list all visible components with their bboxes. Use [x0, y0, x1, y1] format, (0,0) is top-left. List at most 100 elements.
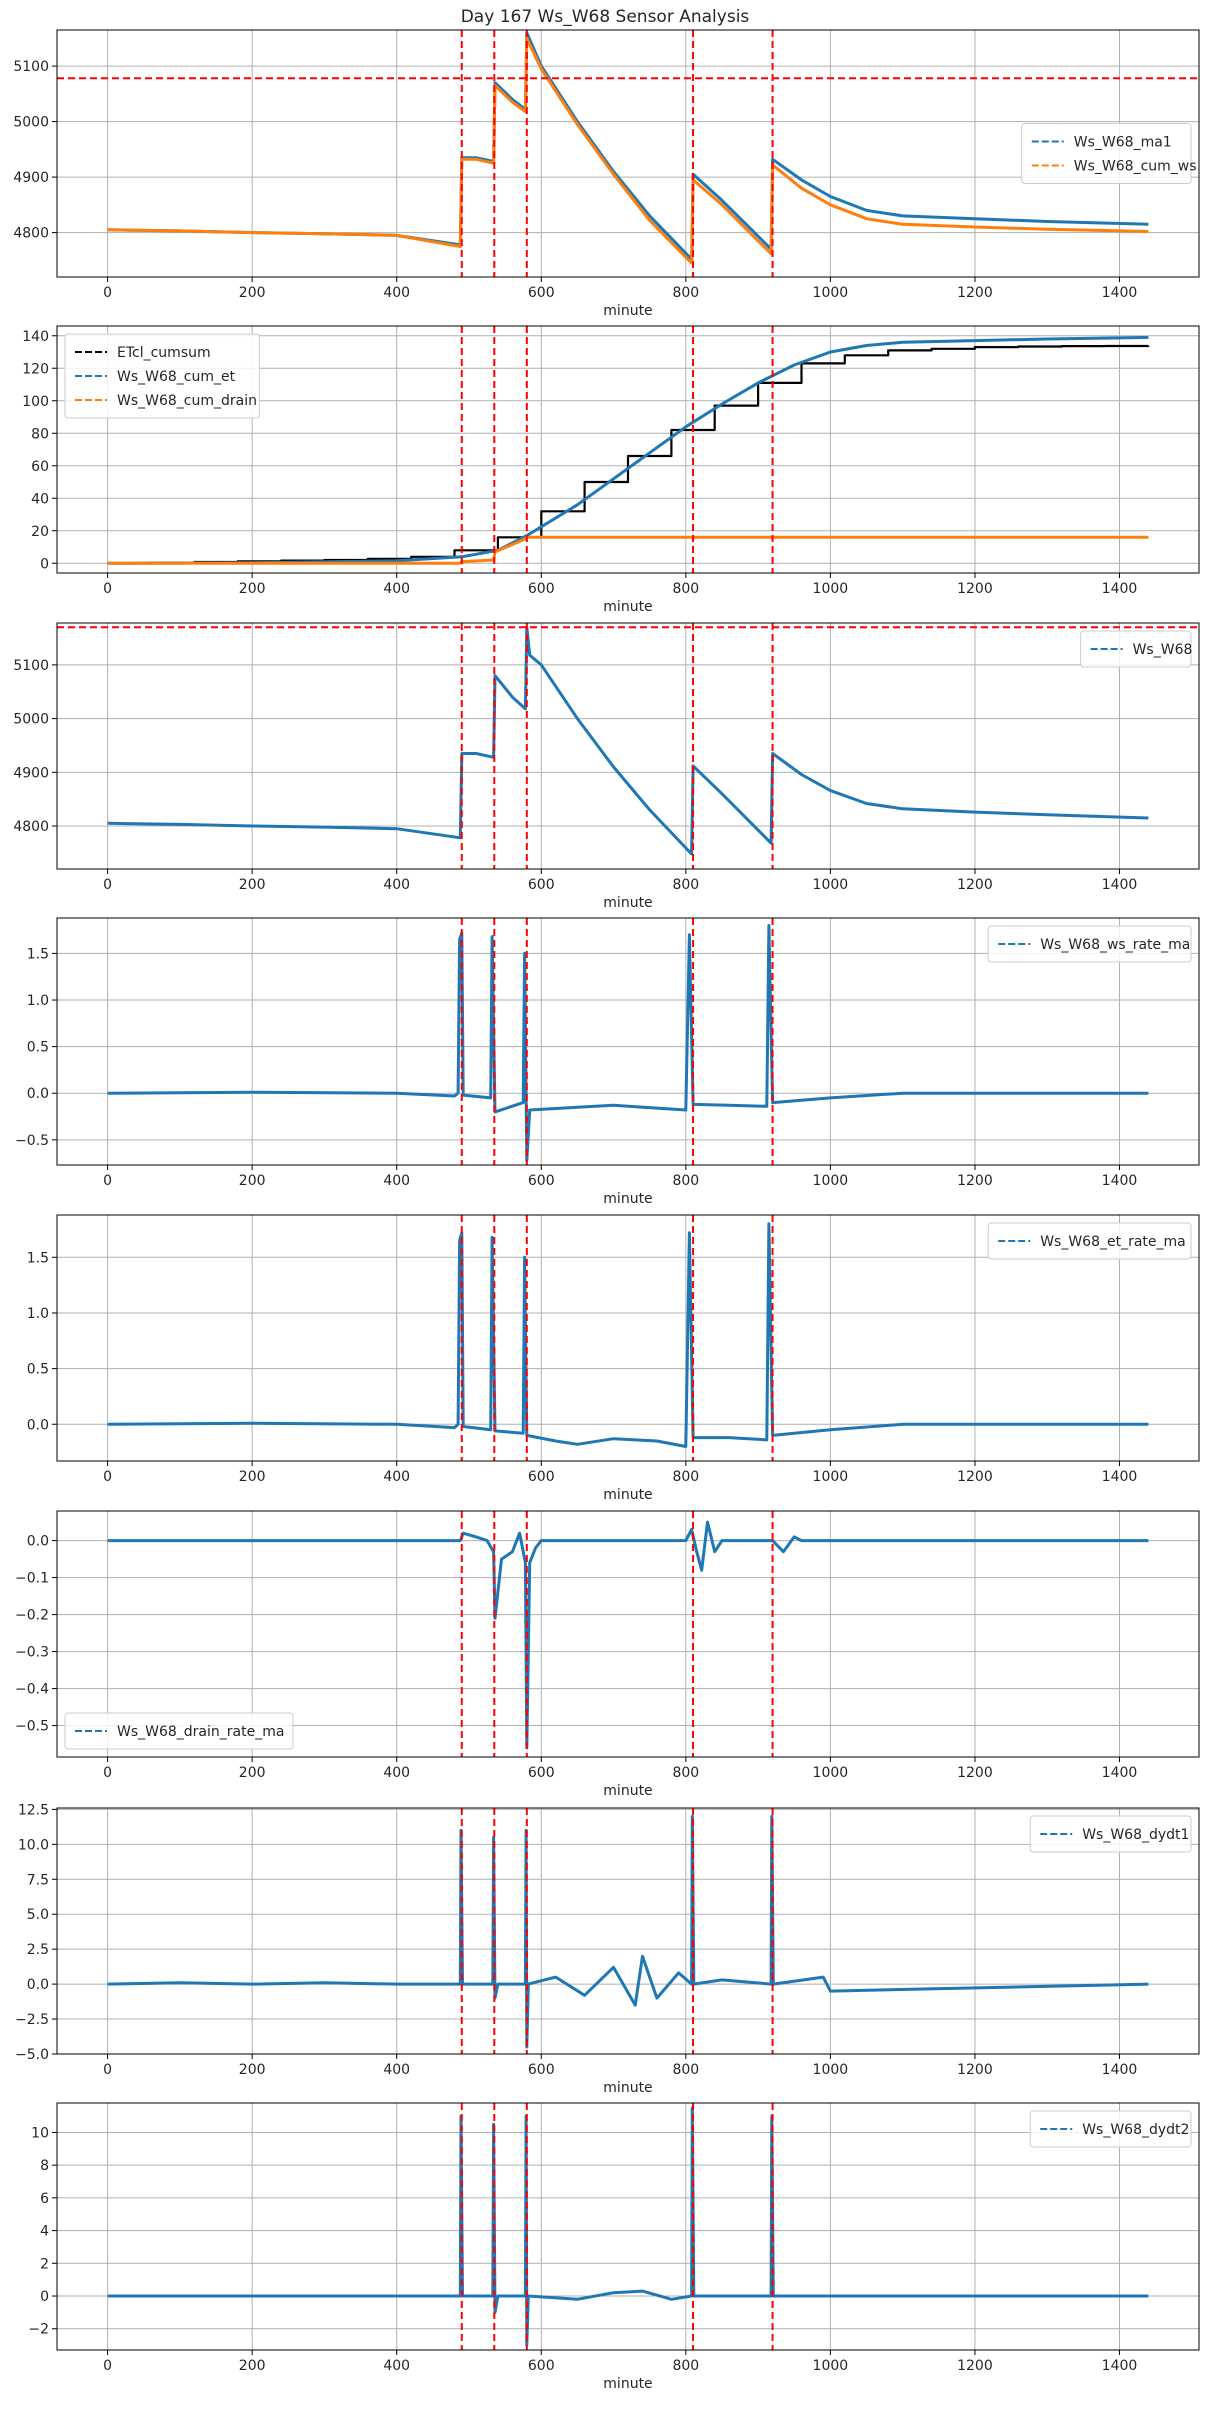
x-tick-label: 400: [383, 1173, 410, 1189]
y-tick-label: −0.5: [15, 1133, 49, 1149]
legend-label: Ws_W68_ma1: [1074, 135, 1172, 151]
y-tick-label: 1.5: [27, 1250, 49, 1266]
y-tick-label: −0.2: [15, 1608, 49, 1624]
x-tick-label: 400: [383, 2062, 410, 2078]
x-tick-label: 800: [672, 581, 699, 597]
legend: Ws_W68_dydt1: [1029, 1815, 1192, 1853]
x-tick-label: 600: [528, 1469, 555, 1485]
legend: ETcl_cumsum Ws_W68_cum_et Ws_W68_cum_drain: [64, 333, 260, 419]
x-tick-label: 1200: [957, 877, 993, 893]
y-tick-label: 4: [40, 2224, 49, 2240]
axes-frame: [56, 29, 1200, 278]
x-axis-label: minute: [603, 1487, 652, 1503]
x-tick-label: 600: [528, 581, 555, 597]
legend: Ws_W68_et_rate_ma: [987, 1222, 1192, 1260]
legend-label: Ws_W68_dydt2: [1082, 2122, 1189, 2138]
subplot-2: 0 200 400 600 800 1000 1200 1400 0 20 40 60 80 100 120…: [22, 325, 1200, 615]
plot-area: [107, 1511, 1149, 1757]
x-tick-label: 800: [672, 1469, 699, 1485]
y-tick-label: 20: [31, 524, 49, 540]
legend-box: [1029, 1815, 1192, 1853]
x-tick-label: 800: [672, 1765, 699, 1781]
x-tick-label: 600: [528, 285, 555, 301]
x-axis-label: minute: [603, 1191, 652, 1207]
subplot-4: 0 200 400 600 800 1000 1200 1400 −0.5 0.0 0.5 1.0 1.…: [15, 917, 1200, 1207]
axes-frame: [56, 1510, 1200, 1758]
x-tick-label: 800: [672, 285, 699, 301]
x-tick-label: 200: [239, 877, 266, 893]
x-axis-label: minute: [603, 895, 652, 911]
x-tick-label: 1000: [813, 1765, 849, 1781]
legend-box: [1021, 123, 1192, 184]
x-axis-label: minute: [603, 1783, 652, 1799]
y-tick-label: 4800: [13, 226, 49, 242]
subplot-1: 0 200 400 600 800 1000 1200 1400 4800 4900 5000 510…: [13, 29, 1200, 319]
legend-box: [1080, 630, 1192, 668]
legend-box: [987, 925, 1192, 963]
x-tick-label: 800: [672, 877, 699, 893]
axes-frame: [56, 2102, 1200, 2351]
y-tick-label: 140: [22, 329, 49, 345]
y-tick-label: 7.5: [27, 1872, 49, 1888]
x-tick-label: 0: [103, 1173, 112, 1189]
x-tick-label: 400: [383, 581, 410, 597]
y-tick-label: 1.5: [27, 946, 49, 962]
subplot-3: 0 200 400 600 800 1000 1200 1400 4800 4900 5000 510…: [13, 622, 1200, 911]
series-line-Ws_W68_et_rate_ma: [107, 1222, 1149, 1448]
subplot-6: 0 200 400 600 800 1000 1200 1400 −0.5 −0.4 −0.3 −0.…: [15, 1510, 1200, 1799]
x-tick-label: 1000: [813, 1469, 849, 1485]
legend: Ws_W68_dydt2: [1029, 2110, 1192, 2148]
x-tick-label: 200: [239, 1173, 266, 1189]
x-axis-label: minute: [603, 599, 652, 615]
legend-label: Ws_W68_cum_drain: [117, 393, 257, 409]
series-line-ETcl_cumsum: [107, 344, 1150, 565]
y-tick-label: 5.0: [27, 1907, 49, 1923]
x-tick-label: 1400: [1102, 285, 1138, 301]
x-tick-label: 1400: [1102, 2062, 1138, 2078]
y-tick-label: 5000: [13, 115, 49, 131]
plot-area: [107, 1215, 1149, 1461]
axes-frame: [56, 325, 1200, 574]
y-tick-label: 12.5: [18, 1802, 49, 1818]
series-line-Ws_W68_ws_rate_ma: [107, 924, 1149, 1162]
subplots: 0 200 400 600 800 1000 1200 1400480049005000510…: [13, 29, 1200, 2392]
x-tick-label: 1400: [1102, 1765, 1138, 1781]
x-tick-label: 200: [239, 1765, 266, 1781]
x-tick-label: 0: [103, 877, 112, 893]
x-tick-label: 600: [528, 2358, 555, 2374]
y-tick-label: 5100: [13, 658, 49, 674]
x-tick-label: 0: [103, 285, 112, 301]
y-tick-label: 4800: [13, 819, 49, 835]
legend-box: [64, 333, 260, 419]
y-tick-label: 10.0: [18, 1837, 49, 1853]
x-axis-label: minute: [603, 2080, 652, 2096]
x-tick-label: 600: [528, 877, 555, 893]
y-tick-label: −0.3: [15, 1645, 49, 1661]
x-tick-label: 800: [672, 2358, 699, 2374]
y-tick-label: 0.5: [27, 1040, 49, 1056]
legend-label: Ws_W68_ws_rate_ma: [1040, 937, 1190, 953]
x-tick-label: 400: [383, 1469, 410, 1485]
x-tick-label: 400: [383, 877, 410, 893]
legend-box: [1029, 2110, 1192, 2148]
x-tick-label: 1000: [813, 2358, 849, 2374]
x-tick-label: 0: [103, 2358, 112, 2374]
x-tick-label: 1400: [1102, 1173, 1138, 1189]
x-tick-label: 1000: [813, 285, 849, 301]
legend-label: ETcl_cumsum: [117, 345, 211, 361]
x-tick-label: 0: [103, 2062, 112, 2078]
plot-area: [57, 623, 1199, 869]
x-tick-label: 0: [103, 1469, 112, 1485]
legend: Ws_W68_ma1 Ws_W68_cum_ws: [1021, 123, 1197, 184]
x-tick-label: 1000: [813, 581, 849, 597]
y-tick-label: −2: [28, 2322, 49, 2338]
y-tick-label: −2.5: [15, 2012, 49, 2028]
x-axis-label: minute: [603, 2376, 652, 2392]
legend: Ws_W68_drain_rate_ma: [64, 1712, 294, 1750]
series-line-Ws_W68_cum_et: [107, 335, 1149, 565]
x-tick-label: 400: [383, 285, 410, 301]
x-tick-label: 1200: [957, 2358, 993, 2374]
y-tick-label: −5.0: [15, 2047, 49, 2063]
x-tick-label: 1000: [813, 877, 849, 893]
y-tick-label: 5000: [13, 712, 49, 728]
